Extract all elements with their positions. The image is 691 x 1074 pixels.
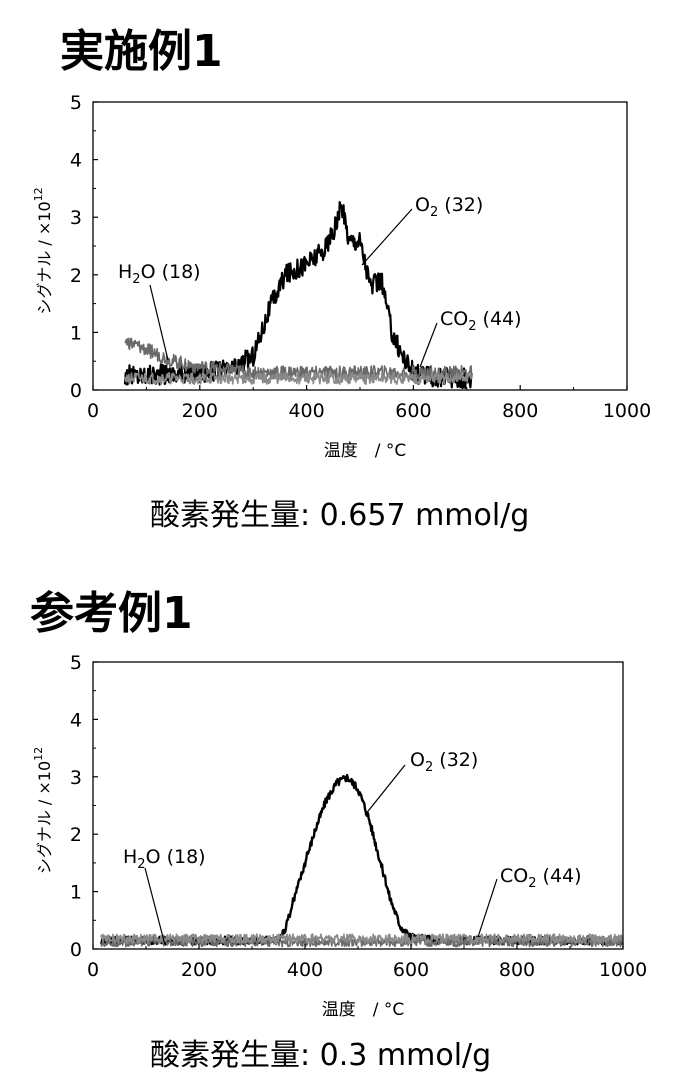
y-tick-label: 2 <box>70 824 82 846</box>
panel-title-reference-1: 参考例1 <box>30 592 193 636</box>
y-axis-label: シグナル / ×1012 <box>32 187 54 314</box>
x-tick-label: 1000 <box>599 959 647 981</box>
oxygen-yield-experiment-1: 酸素発生量: 0.657 mmol/g <box>150 490 529 534</box>
x-tick-label: 0 <box>87 400 99 422</box>
y-tick-label: 0 <box>70 939 82 961</box>
series-label: CO2 (44) <box>440 308 522 334</box>
x-tick-label: 400 <box>287 959 323 981</box>
series-label-leader <box>362 209 412 265</box>
y-tick-label: 4 <box>70 150 82 172</box>
tpd-chart-reference-1: 0 200 400 600 800 1000 0 1 2 3 4 5 温度 / °C シグナル / ×10… <box>0 645 691 1035</box>
series-label: O2 (32) <box>410 749 478 775</box>
oxygen-yield-reference-1: 酸素発生量: 0.3 mmol/g <box>150 1030 491 1074</box>
series-label-leader <box>420 323 437 367</box>
series-label: H2O (18) <box>123 846 206 872</box>
y-tick-label: 0 <box>70 380 82 402</box>
y-tick-label: 1 <box>70 322 82 344</box>
series-label: O2 (32) <box>415 194 483 220</box>
series-label-leader <box>145 868 165 945</box>
x-tick-label: 0 <box>87 959 99 981</box>
panel-title-experiment-1: 実施例1 <box>60 30 223 74</box>
y-tick-label: 3 <box>70 207 82 229</box>
tpd-chart-experiment-1: 0 200 400 600 800 1000 0 1 2 3 4 5 温度 / °C シグナル / ×10… <box>0 85 691 475</box>
y-tick-label: 4 <box>70 709 82 731</box>
x-tick-label: 800 <box>502 400 538 422</box>
series-label-leader <box>478 879 497 937</box>
x-tick-label: 800 <box>499 959 535 981</box>
y-axis-label: シグナル / ×1012 <box>32 747 54 874</box>
y-tick-label: 1 <box>70 882 82 904</box>
x-axis-label: 温度 / °C <box>324 441 407 461</box>
y-tick-label: 5 <box>70 92 82 114</box>
x-tick-label: 200 <box>182 400 218 422</box>
plot-frame <box>93 662 623 949</box>
series-label-leader <box>365 765 405 815</box>
x-tick-label: 600 <box>395 400 431 422</box>
y-tick-label: 2 <box>70 265 82 287</box>
x-tick-label: 400 <box>288 400 324 422</box>
x-tick-label: 1000 <box>603 400 651 422</box>
y-tick-label: 3 <box>70 767 82 789</box>
y-tick-label: 5 <box>70 652 82 674</box>
x-tick-label: 200 <box>181 959 217 981</box>
x-tick-label: 600 <box>393 959 429 981</box>
series-label: CO2 (44) <box>500 865 582 891</box>
x-axis-label: 温度 / °C <box>322 1000 405 1020</box>
series-label: H2O (18) <box>118 261 201 287</box>
